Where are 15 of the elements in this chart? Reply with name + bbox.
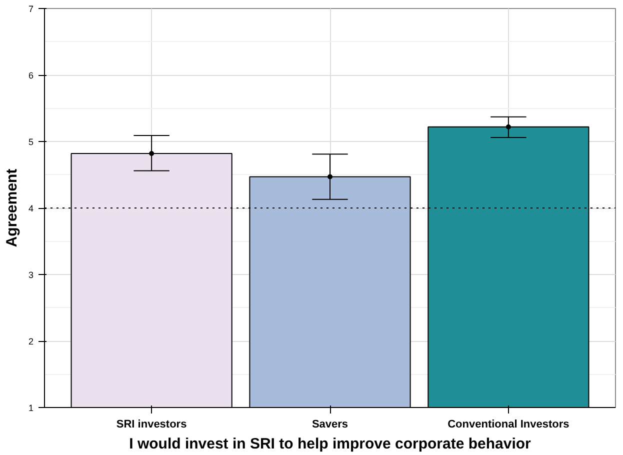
- point: [328, 174, 332, 180]
- x-tick-label: Savers: [312, 418, 348, 430]
- point: [149, 150, 154, 156]
- y-tick-label: 1: [28, 403, 34, 413]
- point: [506, 124, 511, 130]
- y-tick-label: 7: [28, 4, 34, 14]
- y-tick-label: 3: [28, 270, 34, 280]
- y-tick-label: 2: [28, 336, 34, 346]
- x-tick-label: Conventional Investors: [448, 418, 570, 430]
- x-axis-title: I would invest in SRI to help improve corporate behavior: [129, 436, 532, 452]
- y-tick-label: 4: [28, 204, 34, 214]
- x-tick-label: SRI investors: [116, 418, 187, 430]
- y-tick-label: 5: [28, 137, 34, 147]
- y-tick-label: 6: [28, 70, 34, 80]
- y-axis-title: Agreement: [3, 168, 20, 248]
